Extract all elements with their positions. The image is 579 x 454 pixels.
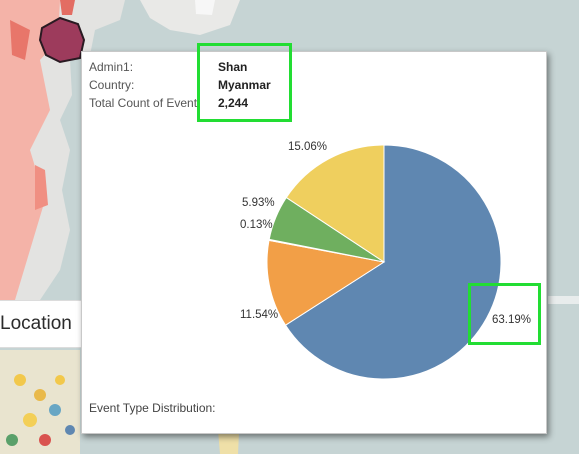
pie-label-2: 0.13% (240, 219, 273, 231)
count-label: Total Count of Event: (89, 96, 201, 110)
distribution-title: Event Type Distribution: (89, 401, 216, 415)
section-title-panel: Location (0, 300, 90, 348)
pie-label-4: 15.06% (288, 141, 327, 153)
count-value: 2,244 (218, 96, 249, 110)
pie-label-3: 5.93% (242, 197, 275, 209)
section-title: Location (0, 313, 72, 334)
country-label: Country: (89, 78, 135, 92)
pie-slice-1[interactable] (266, 239, 386, 326)
highlight-box-slice (468, 283, 541, 345)
highlight-box-header (197, 43, 292, 122)
admin1-value: Shan (218, 60, 248, 74)
pie-label-0: 63.19% (492, 314, 531, 326)
pie-label-1: 11.54% (240, 309, 278, 321)
pie-slice-4[interactable] (285, 144, 385, 263)
tooltip: Admin1: Shan Country: Myanmar Total Coun… (81, 51, 547, 434)
admin1-label: Admin1: (89, 60, 134, 74)
pie-slice-0[interactable] (284, 144, 502, 380)
event-type-pie-chart: 63.19% 11.54% 0.13% 5.93% 15.06% (240, 141, 531, 380)
map-divider (548, 296, 579, 304)
country-value: Myanmar (218, 78, 271, 92)
